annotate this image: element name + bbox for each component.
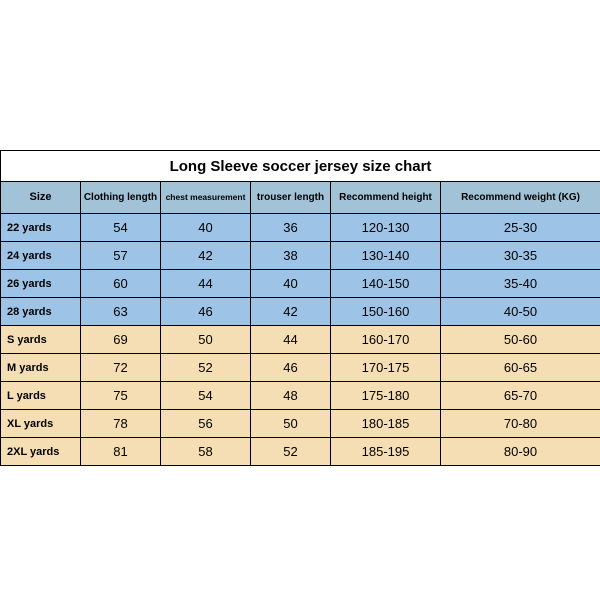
- value-cell: 42: [251, 298, 331, 326]
- value-cell: 52: [251, 438, 331, 466]
- column-header: trouser length: [251, 182, 331, 214]
- value-cell: 54: [81, 214, 161, 242]
- value-cell: 46: [161, 298, 251, 326]
- table-row: 28 yards634642150-16040-50: [1, 298, 600, 326]
- value-cell: 130-140: [331, 242, 441, 270]
- value-cell: 35-40: [441, 270, 600, 298]
- table-row: S yards695044160-17050-60: [1, 326, 600, 354]
- column-header: chest measurement: [161, 182, 251, 214]
- value-cell: 50-60: [441, 326, 600, 354]
- value-cell: 40: [251, 270, 331, 298]
- value-cell: 70-80: [441, 410, 600, 438]
- size-chart-table: Long Sleeve soccer jersey size chart Siz…: [0, 150, 600, 466]
- value-cell: 56: [161, 410, 251, 438]
- value-cell: 38: [251, 242, 331, 270]
- value-cell: 48: [251, 382, 331, 410]
- size-cell: 22 yards: [1, 214, 81, 242]
- value-cell: 78: [81, 410, 161, 438]
- value-cell: 54: [161, 382, 251, 410]
- value-cell: 40-50: [441, 298, 600, 326]
- value-cell: 52: [161, 354, 251, 382]
- value-cell: 180-185: [331, 410, 441, 438]
- table-row: 26 yards604440140-15035-40: [1, 270, 600, 298]
- size-chart-image: Long Sleeve soccer jersey size chart Siz…: [0, 0, 600, 600]
- column-header: Size: [1, 182, 81, 214]
- value-cell: 60-65: [441, 354, 600, 382]
- value-cell: 36: [251, 214, 331, 242]
- size-cell: 24 yards: [1, 242, 81, 270]
- value-cell: 42: [161, 242, 251, 270]
- value-cell: 185-195: [331, 438, 441, 466]
- value-cell: 80-90: [441, 438, 600, 466]
- value-cell: 81: [81, 438, 161, 466]
- size-chart-body: 22 yards544036120-13025-3024 yards574238…: [1, 214, 600, 466]
- value-cell: 120-130: [331, 214, 441, 242]
- size-cell: 2XL yards: [1, 438, 81, 466]
- value-cell: 160-170: [331, 326, 441, 354]
- value-cell: 40: [161, 214, 251, 242]
- value-cell: 75: [81, 382, 161, 410]
- table-row: L yards755448175-18065-70: [1, 382, 600, 410]
- table-row: M yards725246170-17560-65: [1, 354, 600, 382]
- size-cell: 26 yards: [1, 270, 81, 298]
- table-row: 22 yards544036120-13025-30: [1, 214, 600, 242]
- value-cell: 46: [251, 354, 331, 382]
- column-header: Recommend height: [331, 182, 441, 214]
- size-cell: S yards: [1, 326, 81, 354]
- value-cell: 44: [161, 270, 251, 298]
- value-cell: 50: [251, 410, 331, 438]
- size-cell: M yards: [1, 354, 81, 382]
- value-cell: 65-70: [441, 382, 600, 410]
- size-cell: L yards: [1, 382, 81, 410]
- value-cell: 50: [161, 326, 251, 354]
- table-row: 2XL yards815852185-19580-90: [1, 438, 600, 466]
- value-cell: 170-175: [331, 354, 441, 382]
- value-cell: 175-180: [331, 382, 441, 410]
- table-row: 24 yards574238130-14030-35: [1, 242, 600, 270]
- value-cell: 25-30: [441, 214, 600, 242]
- column-header: Recommend weight (KG): [441, 182, 600, 214]
- value-cell: 63: [81, 298, 161, 326]
- title-row: Long Sleeve soccer jersey size chart: [1, 151, 600, 182]
- value-cell: 60: [81, 270, 161, 298]
- value-cell: 72: [81, 354, 161, 382]
- size-cell: XL yards: [1, 410, 81, 438]
- value-cell: 30-35: [441, 242, 600, 270]
- chart-title: Long Sleeve soccer jersey size chart: [1, 151, 600, 182]
- value-cell: 44: [251, 326, 331, 354]
- value-cell: 69: [81, 326, 161, 354]
- value-cell: 150-160: [331, 298, 441, 326]
- size-cell: 28 yards: [1, 298, 81, 326]
- header-row: SizeClothing lengthchest measurementtrou…: [1, 182, 600, 214]
- value-cell: 58: [161, 438, 251, 466]
- value-cell: 140-150: [331, 270, 441, 298]
- value-cell: 57: [81, 242, 161, 270]
- column-header: Clothing length: [81, 182, 161, 214]
- table-row: XL yards785650180-18570-80: [1, 410, 600, 438]
